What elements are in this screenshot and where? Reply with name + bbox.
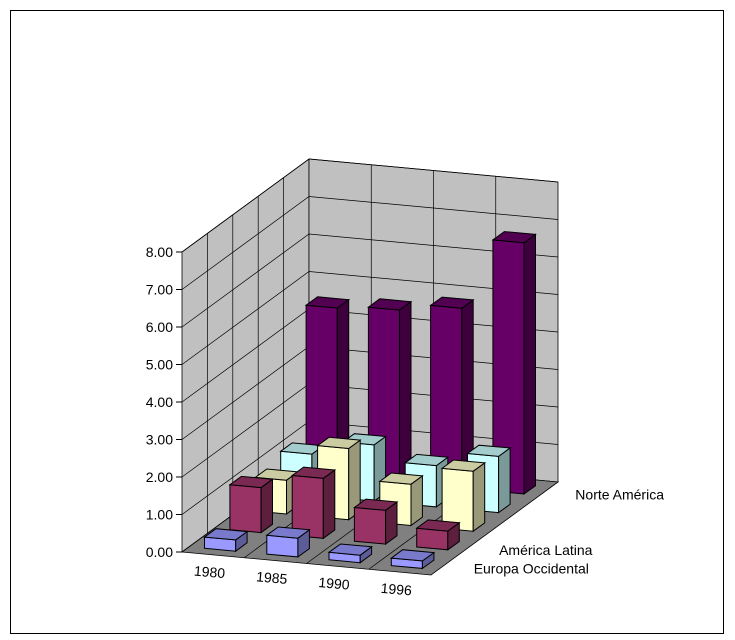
- bar: [265, 526, 311, 558]
- chart-canvas: 0.00 1.00 2.00 3.00 4.00 5.00 6.00 7.00 8.00 1980…: [146, 158, 664, 598]
- bar-side: [498, 447, 511, 514]
- bar: [228, 475, 274, 534]
- x-tick-label: 1990: [318, 574, 351, 593]
- bar-top: [491, 231, 537, 244]
- bar-top: [353, 498, 399, 511]
- bar-top: [327, 543, 373, 556]
- chart-frame: 0.00 1.00 2.00 3.00 4.00 5.00 6.00 7.00 8.00 1980…: [10, 10, 724, 634]
- y-tick-label: 2.00: [146, 469, 173, 485]
- bar-top: [403, 453, 450, 467]
- y-tick-label: 3.00: [146, 432, 173, 448]
- bar-top: [367, 298, 413, 311]
- bar-top: [440, 459, 487, 472]
- bar: [440, 459, 487, 533]
- series-label: Europa Occidental: [474, 561, 589, 577]
- bar-side: [260, 478, 273, 534]
- bar-front: [266, 534, 299, 558]
- y-tick-label: 1.00: [146, 507, 173, 523]
- y-tick-label: 7.00: [146, 282, 173, 298]
- y-tick-label: 4.00: [146, 394, 173, 410]
- y-tick-label: 8.00: [146, 244, 173, 260]
- chart-labels: 0.00 1.00 2.00 3.00 4.00 5.00 6.00 7.00 8.00 1980…: [146, 244, 664, 598]
- bar-top: [304, 296, 351, 309]
- bar-side: [523, 233, 536, 495]
- gridline-value: [181, 233, 559, 328]
- y-tick-label: 0.00: [146, 544, 173, 560]
- bar: [389, 549, 436, 570]
- bar-front: [353, 506, 387, 545]
- x-tick-label: 1980: [193, 563, 226, 582]
- bar-top: [378, 472, 424, 485]
- x-tick-label: 1985: [256, 568, 289, 587]
- bar: [415, 519, 461, 551]
- bar-top: [203, 528, 249, 541]
- bar-top: [429, 296, 475, 309]
- bar-top: [415, 519, 461, 532]
- bar: [290, 466, 337, 540]
- bar-top: [316, 436, 362, 450]
- chart-bars: [203, 231, 537, 570]
- bar: [491, 231, 537, 495]
- gridline-value: [181, 271, 559, 365]
- bar-top: [265, 526, 311, 539]
- series-label: América Latina: [499, 542, 593, 558]
- bar-front: [416, 527, 449, 551]
- bar-side: [322, 469, 336, 540]
- bar-top: [290, 466, 337, 479]
- bar-top: [389, 549, 436, 562]
- y-tick-label: 6.00: [146, 319, 173, 335]
- series-label: Norte América: [575, 486, 664, 502]
- bar: [429, 296, 475, 490]
- bar-front: [229, 484, 262, 534]
- y-tick-label: 5.00: [146, 357, 173, 373]
- bar-side: [399, 300, 412, 484]
- x-tick-label: 1996: [380, 580, 413, 599]
- bar: [353, 498, 399, 546]
- bar: [367, 298, 413, 484]
- bar: [203, 528, 249, 553]
- bar-top: [466, 444, 512, 457]
- bar-top: [228, 475, 274, 489]
- bar: [327, 543, 373, 564]
- gridline-value: [181, 196, 559, 290]
- bar-side: [472, 461, 486, 533]
- gridline-value: [181, 158, 559, 253]
